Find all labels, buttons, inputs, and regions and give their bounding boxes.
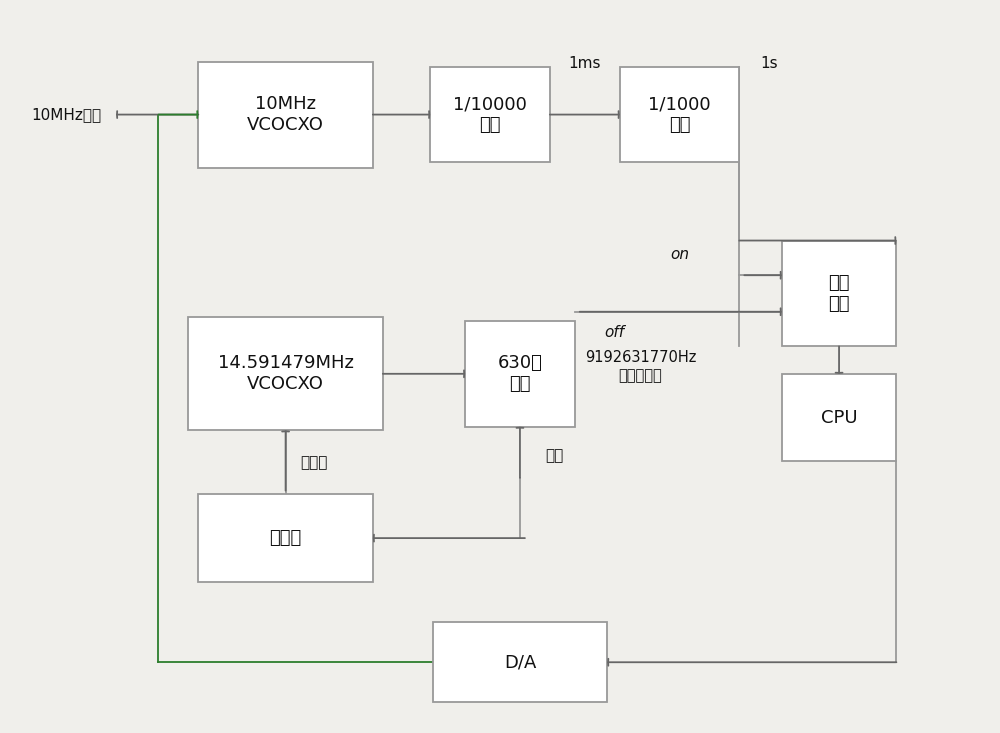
Text: 9192631770Hz
钟激励信号: 9192631770Hz 钟激励信号 xyxy=(585,350,696,383)
Text: 10MHz输出: 10MHz输出 xyxy=(31,107,101,122)
Text: 时差
测量: 时差 测量 xyxy=(828,274,850,313)
Text: off: off xyxy=(605,325,625,339)
Text: 630倍
倍频: 630倍 倍频 xyxy=(498,354,542,393)
Bar xyxy=(465,321,575,427)
Text: 14.591479MHz
VCOCXO: 14.591479MHz VCOCXO xyxy=(218,354,354,393)
Text: CPU: CPU xyxy=(821,408,857,427)
Text: on: on xyxy=(670,247,689,262)
Bar xyxy=(430,67,550,162)
Text: 10MHz
VCOCXO: 10MHz VCOCXO xyxy=(247,95,324,134)
Text: 调相: 调相 xyxy=(545,449,563,463)
Text: 1/1000
分频: 1/1000 分频 xyxy=(648,95,711,134)
Bar xyxy=(620,67,739,162)
Text: 1s: 1s xyxy=(760,56,778,71)
Text: 钟伺服: 钟伺服 xyxy=(301,455,328,470)
Bar xyxy=(198,62,373,168)
Bar xyxy=(188,317,383,430)
Bar xyxy=(198,494,373,582)
Bar xyxy=(782,240,896,347)
Bar xyxy=(782,374,896,462)
Text: D/A: D/A xyxy=(504,653,536,671)
Text: 1ms: 1ms xyxy=(569,56,601,71)
Bar xyxy=(433,622,607,702)
Text: 钓束管: 钓束管 xyxy=(269,529,302,547)
Text: 1/10000
分频: 1/10000 分频 xyxy=(453,95,527,134)
